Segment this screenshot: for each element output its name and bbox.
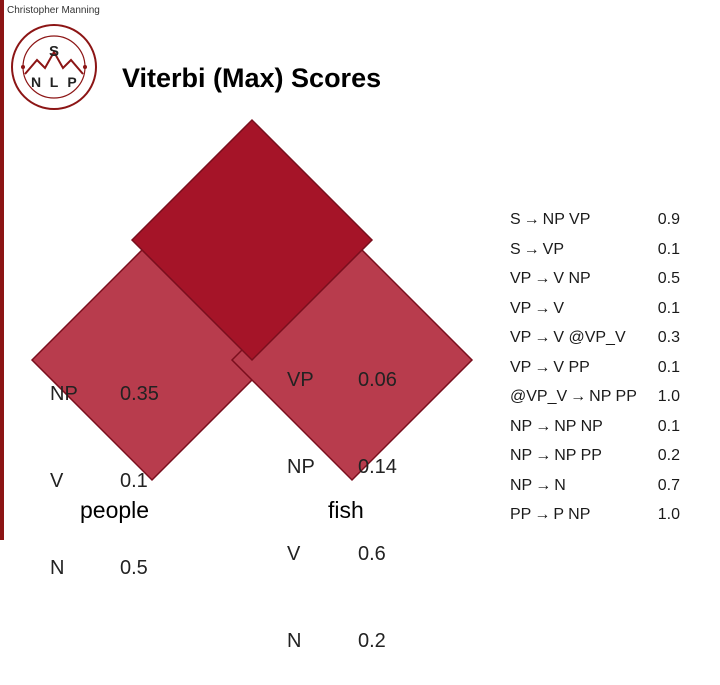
logo-letter-s: S — [49, 43, 59, 60]
fish-label: NP — [287, 456, 315, 478]
right-arrow-icon: → — [534, 299, 551, 317]
people-score: 0.1 — [120, 470, 148, 492]
grammar-rule-text: VP → V PP — [510, 353, 590, 383]
right-arrow-icon: → — [535, 476, 552, 494]
grammar-rule: S → VP 0.1 — [510, 235, 680, 265]
rule-probability: 0.9 — [657, 211, 680, 228]
grammar-rule: S → NP VP 0.9 — [510, 205, 680, 235]
cell-people-fish — [130, 118, 374, 362]
left-accent-rule — [0, 0, 4, 540]
rule-probability: 0.1 — [657, 299, 680, 317]
grammar-rule: NP → N 0.7 — [510, 471, 680, 501]
rule-lhs: VP — [510, 358, 532, 376]
grammar-rule-text: VP → V @VP_V — [510, 323, 626, 353]
rule-rhs: V — [553, 299, 565, 317]
right-arrow-icon: → — [534, 506, 551, 523]
right-arrow-icon: → — [535, 447, 552, 464]
people-cell-labels: NP V N — [50, 322, 78, 612]
grammar-rule: NP → NP PP 0.2 — [510, 441, 680, 471]
grammar-rules-list: S → NP VP 0.9 S → VP 0.1 VP → V NP 0.5 VP → V 0.1 VP → V @… — [510, 205, 680, 530]
grammar-rule: VP → V 0.1 — [510, 294, 680, 324]
viterbi-chart-diagram — [30, 118, 474, 482]
rule-rhs: V PP — [553, 358, 590, 376]
logo-letter-n: N — [31, 74, 41, 90]
grammar-rule-text: VP → V NP — [510, 264, 591, 294]
rule-rhs: NP NP — [554, 417, 603, 435]
people-label: NP — [50, 383, 78, 405]
fish-label: N — [287, 630, 302, 652]
right-arrow-icon: → — [534, 358, 551, 376]
grammar-rule: VP → V @VP_V 0.3 — [510, 323, 680, 353]
rule-probability: 1.0 — [657, 388, 680, 405]
grammar-rule: VP → V NP 0.5 — [510, 264, 680, 294]
rule-rhs: V NP — [553, 270, 591, 287]
rule-probability: 0.1 — [657, 240, 680, 258]
rule-probability: 0.2 — [657, 447, 680, 464]
rule-rhs: N — [554, 476, 566, 494]
people-score: 0.35 — [120, 383, 159, 405]
right-arrow-icon: → — [534, 329, 551, 346]
rule-rhs: P NP — [553, 506, 591, 523]
right-arrow-icon: → — [534, 270, 551, 287]
fish-score: 0.6 — [358, 543, 386, 565]
slide-title: Viterbi (Max) Scores — [122, 63, 382, 93]
right-arrow-icon: → — [570, 388, 587, 405]
people-score: 0.5 — [120, 557, 148, 579]
grammar-rule-text: VP → V — [510, 294, 564, 324]
word-fish: fish — [328, 497, 364, 523]
logo-letter-l: L — [50, 74, 59, 90]
fish-label: V — [287, 543, 301, 565]
rule-probability: 0.5 — [657, 270, 680, 287]
grammar-rule-text: NP → NP NP — [510, 412, 603, 442]
rule-rhs: NP PP — [554, 447, 602, 464]
rule-rhs: V @VP_V — [553, 329, 626, 346]
rule-rhs: NP VP — [542, 211, 591, 228]
stanford-nlp-logo: S N L P — [11, 24, 97, 110]
people-label: N — [50, 557, 65, 579]
grammar-rule-text: @VP_V → NP PP — [510, 382, 637, 412]
rule-probability: 0.7 — [657, 476, 680, 494]
fish-score: 0.14 — [358, 456, 397, 478]
rule-lhs: PP — [510, 506, 532, 523]
fish-score: 0.06 — [358, 369, 397, 391]
grammar-rule: VP → V PP 0.1 — [510, 353, 680, 383]
people-cell-scores: 0.35 0.1 0.5 — [120, 322, 159, 612]
grammar-rule-text: PP → P NP — [510, 500, 590, 530]
author-name: Christopher Manning — [7, 5, 100, 16]
rule-rhs: VP — [542, 240, 565, 258]
grammar-rule-text: NP → NP PP — [510, 441, 602, 471]
fish-cell-labels: VP NP V N — [287, 308, 315, 685]
grammar-rule: @VP_V → NP PP 1.0 — [510, 382, 680, 412]
grammar-rule-text: S → NP VP — [510, 205, 590, 235]
fish-cell-scores: 0.06 0.14 0.6 0.2 — [358, 308, 397, 685]
rule-lhs: @VP_V — [510, 388, 568, 405]
rule-lhs: NP — [510, 476, 533, 494]
right-arrow-icon: → — [523, 211, 540, 228]
rule-lhs: S — [510, 240, 521, 258]
word-people: people — [80, 497, 150, 523]
rule-lhs: VP — [510, 270, 532, 287]
rule-lhs: NP — [510, 447, 533, 464]
right-arrow-icon: → — [535, 417, 552, 435]
rule-probability: 0.1 — [657, 417, 680, 435]
people-label: V — [50, 470, 64, 492]
logo-letter-p: P — [67, 74, 76, 90]
rule-probability: 0.1 — [657, 358, 680, 376]
right-arrow-icon: → — [523, 240, 540, 258]
fish-label: VP — [287, 369, 314, 391]
rule-probability: 1.0 — [657, 506, 680, 523]
rule-rhs: NP PP — [589, 388, 637, 405]
rule-lhs: NP — [510, 417, 533, 435]
fish-score: 0.2 — [358, 630, 386, 652]
rule-lhs: VP — [510, 329, 532, 346]
grammar-rule-text: S → VP — [510, 235, 564, 265]
grammar-rule: PP → P NP 1.0 — [510, 500, 680, 530]
rule-probability: 0.3 — [657, 329, 680, 346]
grammar-rule: NP → NP NP 0.1 — [510, 412, 680, 442]
grammar-rule-text: NP → N — [510, 471, 566, 501]
rule-lhs: S — [510, 211, 521, 228]
rule-lhs: VP — [510, 299, 532, 317]
